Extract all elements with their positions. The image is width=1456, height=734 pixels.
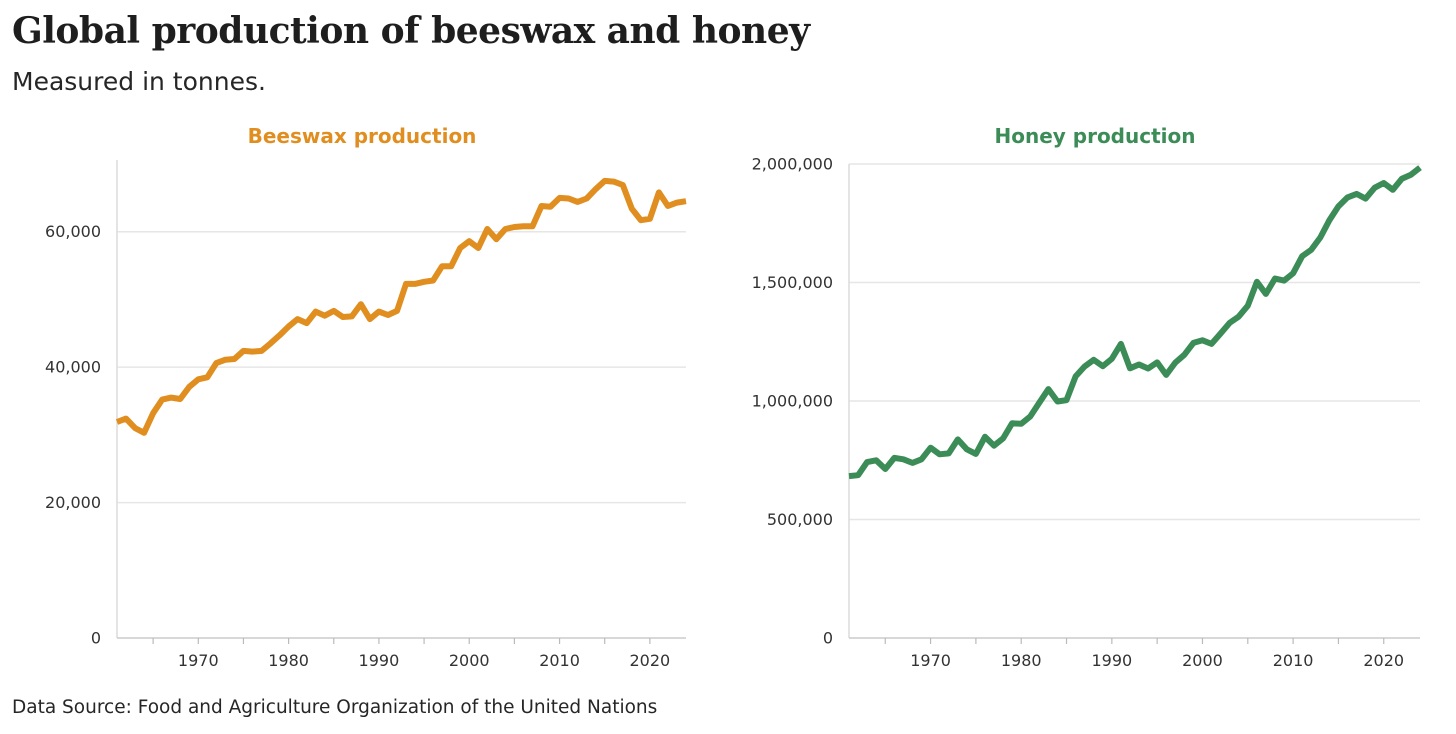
honey-x-tick-label: 2010 bbox=[1273, 651, 1314, 670]
honey-y-tick-label: 2,000,000 bbox=[752, 155, 833, 174]
beeswax-y-tick-label: 0 bbox=[91, 629, 101, 648]
page-subtitle: Measured in tonnes. bbox=[12, 67, 266, 96]
honey-series-line bbox=[848, 165, 1422, 480]
beeswax-x-tick-label: 2010 bbox=[539, 651, 580, 670]
honey-y-tick-label: 1,500,000 bbox=[752, 273, 833, 292]
beeswax-series-line bbox=[115, 177, 687, 436]
beeswax-y-tick-label: 20,000 bbox=[45, 493, 101, 512]
honey-x-tick-label: 2000 bbox=[1182, 651, 1223, 670]
honey-y-tick-label: 500,000 bbox=[767, 510, 833, 529]
beeswax-x-tick-label: 1980 bbox=[268, 651, 309, 670]
honey-x-tick-label: 1980 bbox=[1001, 651, 1042, 670]
beeswax-chart: Beeswax production 0 20,000 40,000 60,000 197… bbox=[45, 124, 687, 670]
beeswax-chart-title: Beeswax production bbox=[248, 124, 477, 148]
honey-x-tick-label: 1970 bbox=[910, 651, 951, 670]
beeswax-x-tick-label: 2020 bbox=[630, 651, 671, 670]
honey-y-tick-label: 0 bbox=[823, 629, 833, 648]
honey-chart-title: Honey production bbox=[994, 124, 1195, 148]
honey-x-tick-label: 1990 bbox=[1091, 651, 1132, 670]
honey-x-tick-label: 2020 bbox=[1363, 651, 1404, 670]
beeswax-x-tick-label: 1990 bbox=[359, 651, 400, 670]
honey-y-tick-label: 1,000,000 bbox=[752, 392, 833, 411]
beeswax-y-tick-label: 40,000 bbox=[45, 358, 101, 377]
page-title: Global production of beeswax and honey bbox=[12, 10, 810, 52]
beeswax-x-tick-label: 2000 bbox=[449, 651, 490, 670]
beeswax-y-tick-label: 60,000 bbox=[45, 222, 101, 241]
data-source-note: Data Source: Food and Agriculture Organi… bbox=[12, 697, 658, 718]
beeswax-x-tick-label: 1970 bbox=[178, 651, 219, 670]
honey-chart: Honey production 0 500,000 1,000,000 1,500,0… bbox=[752, 124, 1422, 670]
